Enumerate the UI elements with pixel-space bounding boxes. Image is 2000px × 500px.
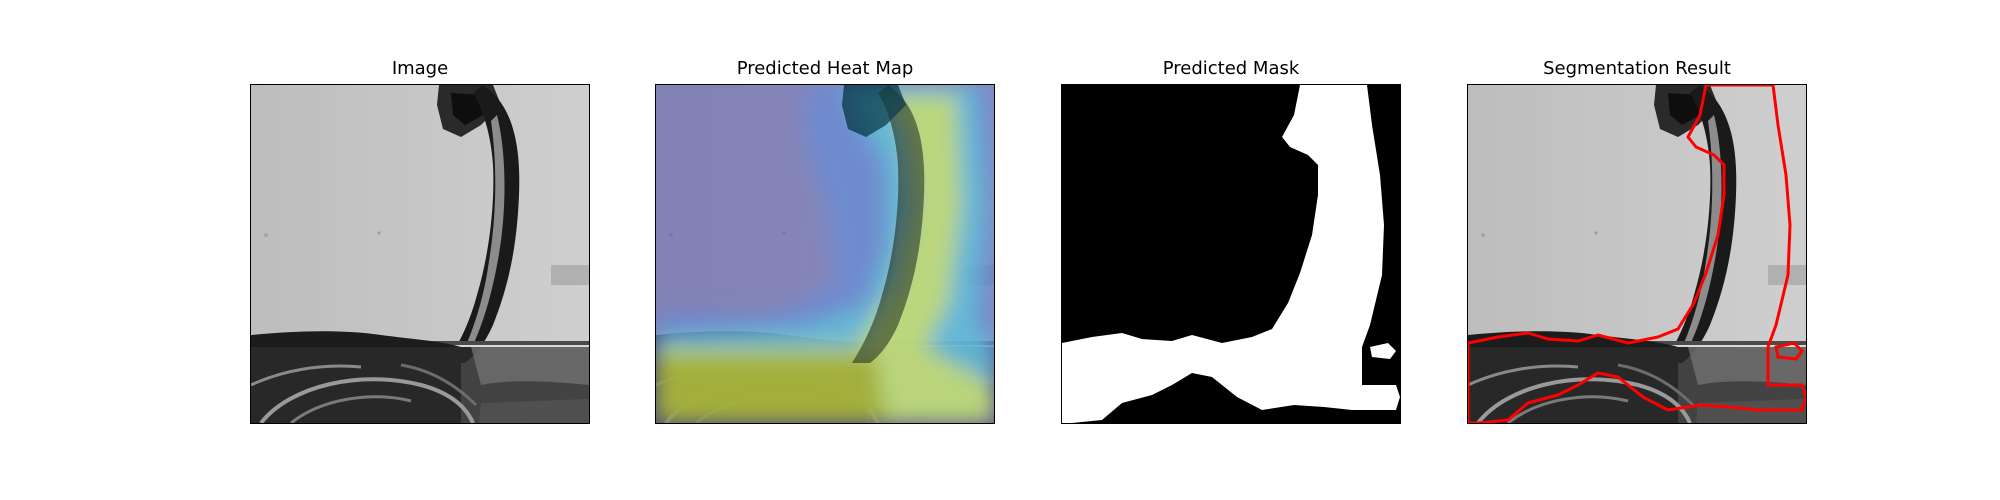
- image-frame: [250, 84, 590, 424]
- segmentation-frame: [1467, 84, 1807, 424]
- segmentation-picture: [1468, 85, 1806, 423]
- mask-frame: [1061, 84, 1401, 424]
- heat-map-picture: [656, 85, 994, 423]
- panel-title-heat-map: Predicted Heat Map: [736, 58, 914, 79]
- panel-title-segmentation: Segmentation Result: [1543, 58, 1731, 79]
- heat-map-frame: [655, 84, 995, 424]
- image-picture: [251, 85, 589, 423]
- mask-picture: [1062, 85, 1400, 423]
- panel-title-mask: Predicted Mask: [1162, 58, 1300, 79]
- panel-title-image: Image: [391, 58, 449, 79]
